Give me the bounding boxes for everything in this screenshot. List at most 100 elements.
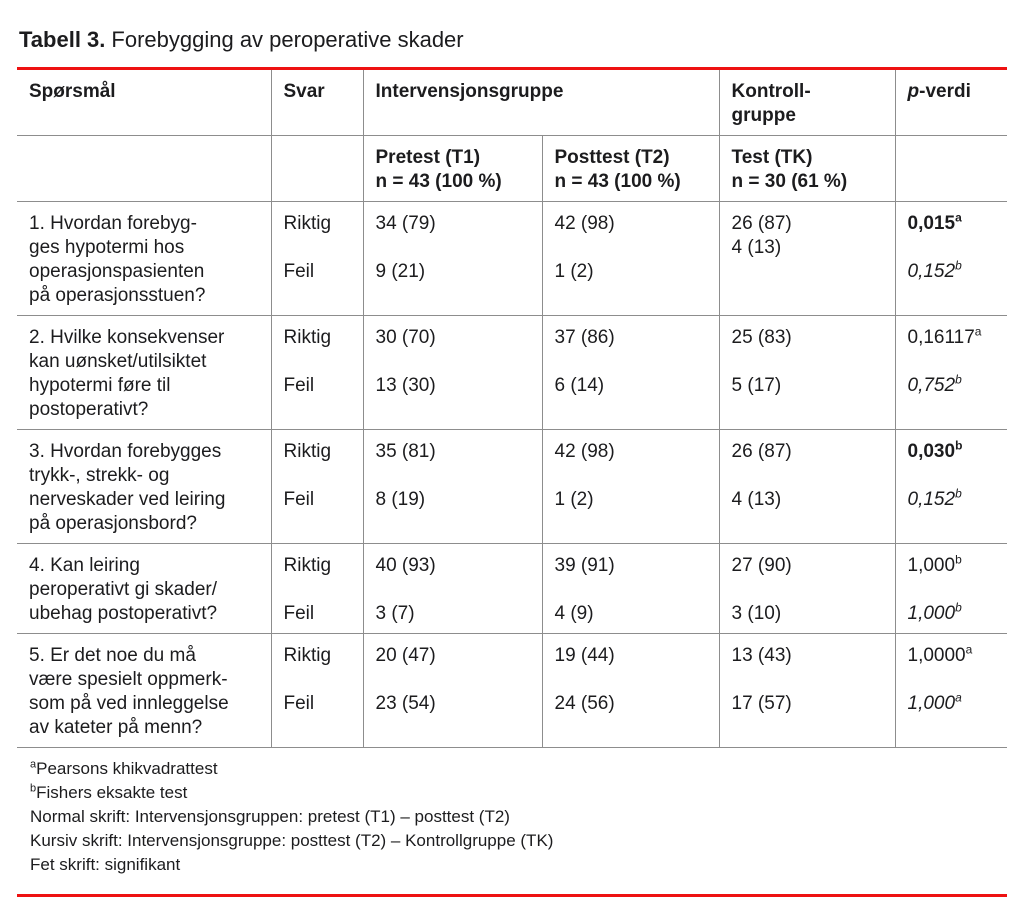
answer-cell: Riktig Feil bbox=[270, 633, 363, 748]
answer-cell: Riktig Feil bbox=[270, 429, 363, 544]
header-row-groups: Spørsmål Svar Intervensjonsgruppe Kontro… bbox=[17, 70, 1008, 136]
control-cell: 13 (43) 17 (57) bbox=[718, 633, 896, 748]
table-title: Tabell 3. Forebygging av peroperative ska… bbox=[19, 26, 1007, 54]
cell-value: Riktig bbox=[283, 645, 332, 666]
footnote: Fet skrift: signifikant bbox=[30, 855, 181, 874]
cell-value: 4 (13) bbox=[731, 237, 782, 258]
question-cell: 5. Er det noe du må være spesielt oppmer… bbox=[17, 633, 271, 748]
col-header-posttest: Posttest (T2) n = 43 (100 %) bbox=[541, 135, 720, 202]
col-header-sporsmal: Spørsmål bbox=[29, 81, 116, 102]
p-value-superscript: b bbox=[955, 486, 962, 501]
col-header-intervensjonsgruppe: Intervensjonsgruppe bbox=[362, 70, 720, 136]
cell-value: 27 (90) bbox=[731, 555, 792, 576]
footnote-superscript: a bbox=[30, 758, 37, 771]
cell-value: 42 (98) bbox=[554, 441, 615, 462]
posttest-cell: 37 (86) 6 (14) bbox=[541, 315, 720, 430]
p-value: 0,16117a bbox=[907, 324, 982, 348]
control-cell: 26 (87) 4 (13) bbox=[718, 429, 896, 544]
p-value-cell: 0,16117a 0,752b bbox=[894, 315, 1008, 430]
cell-value: 34 (79) bbox=[375, 213, 436, 234]
empty-header-cell bbox=[270, 135, 363, 202]
question-cell: 2. Hvilke konsekvenser kan uønsket/utils… bbox=[17, 315, 271, 430]
cell-value: Riktig bbox=[283, 213, 332, 234]
cell-value: 3 (10) bbox=[731, 603, 782, 624]
table-body: 1. Hvordan forebyg- ges hypotermi hos op… bbox=[17, 201, 1008, 748]
cell-value: 23 (54) bbox=[375, 693, 436, 714]
control-cell: 26 (87) 4 (13) bbox=[718, 201, 896, 316]
p-value: 0,030b bbox=[907, 438, 963, 462]
cell-value: 25 (83) bbox=[731, 327, 792, 348]
cell-value: 42 (98) bbox=[554, 213, 615, 234]
p-value-cell: 0,030b 0,152b bbox=[894, 429, 1008, 544]
footnote: Normal skrift: Intervensjonsgruppen: pre… bbox=[30, 807, 510, 826]
answer-cell: Riktig Feil bbox=[270, 201, 363, 316]
cell-value: 17 (57) bbox=[731, 693, 792, 714]
question-cell: 1. Hvordan forebyg- ges hypotermi hos op… bbox=[17, 201, 271, 316]
col-header-pretest: Pretest (T1) n = 43 (100 %) bbox=[362, 135, 542, 202]
p-value-superscript: a bbox=[955, 210, 962, 225]
table-number: Tabell 3. bbox=[19, 27, 106, 52]
posttest-cell: 19 (44) 24 (56) bbox=[541, 633, 720, 748]
question-cell: 4. Kan leiring peroperativt gi skader/ u… bbox=[17, 543, 271, 634]
col-header-svar: Svar bbox=[270, 70, 363, 136]
table-row: 2. Hvilke konsekvenser kan uønsket/utils… bbox=[17, 315, 1008, 430]
control-cell: 25 (83) 5 (17) bbox=[718, 315, 896, 430]
top-red-rule bbox=[17, 67, 1007, 70]
posttest-cell: 42 (98) 1 (2) bbox=[541, 429, 720, 544]
cell-value: 39 (91) bbox=[554, 555, 615, 576]
p-italic: p bbox=[907, 81, 920, 102]
question-cell: 3. Hvordan forebygges trykk-, strekk- og… bbox=[17, 429, 271, 544]
cell-value: 35 (81) bbox=[375, 441, 436, 462]
p-value: 0,752b bbox=[907, 372, 962, 396]
pretest-cell: 35 (81) 8 (19) bbox=[362, 429, 542, 544]
footnote-superscript: b bbox=[30, 782, 37, 795]
p-value-superscript: b bbox=[955, 438, 963, 453]
p-value: 0,152b bbox=[907, 486, 962, 510]
cell-value: Feil bbox=[283, 375, 315, 396]
cell-value: 1 (2) bbox=[554, 261, 594, 282]
pretest-cell: 40 (93) 3 (7) bbox=[362, 543, 542, 634]
cell-value: Riktig bbox=[283, 327, 332, 348]
table-row: 4. Kan leiring peroperativt gi skader/ u… bbox=[17, 543, 1008, 634]
p-value: 1,000b bbox=[907, 600, 962, 624]
bottom-red-rule bbox=[17, 894, 1007, 897]
table-caption: Forebygging av peroperative skader bbox=[111, 27, 464, 52]
answer-cell: Riktig Feil bbox=[270, 543, 363, 634]
pretest-cell: 30 (70) 13 (30) bbox=[362, 315, 542, 430]
cell-value: 24 (56) bbox=[554, 693, 615, 714]
footnotes: aPearsons khikvadrattest bFishers eksakte… bbox=[30, 757, 1007, 877]
cell-value: 4 (13) bbox=[731, 489, 782, 510]
p-value: 1,000b bbox=[907, 552, 962, 576]
cell-value: 13 (30) bbox=[375, 375, 436, 396]
cell-value: Riktig bbox=[283, 555, 332, 576]
cell-value: Riktig bbox=[283, 441, 332, 462]
p-value-superscript: a bbox=[955, 690, 962, 705]
col-header-kontrollgruppe: Kontroll- gruppe bbox=[718, 70, 896, 136]
p-value-superscript: a bbox=[965, 642, 973, 657]
p-value-cell: 1,000b 1,000b bbox=[894, 543, 1008, 634]
control-cell: 27 (90) 3 (10) bbox=[718, 543, 896, 634]
empty-header-cell bbox=[17, 135, 271, 202]
cell-value: 26 (87) bbox=[731, 441, 792, 462]
cell-value: 9 (21) bbox=[375, 261, 426, 282]
p-value: 0,152b bbox=[907, 258, 962, 282]
footnote: aPearsons khikvadrattest bbox=[30, 758, 218, 778]
table-head: Spørsmål Svar Intervensjonsgruppe Kontro… bbox=[17, 70, 1008, 202]
cell-value: Feil bbox=[283, 603, 315, 624]
p-verdi-rest: -verdi bbox=[919, 81, 971, 102]
answer-cell: Riktig Feil bbox=[270, 315, 363, 430]
p-value-superscript: b bbox=[955, 372, 962, 387]
posttest-cell: 42 (98) 1 (2) bbox=[541, 201, 720, 316]
cell-value: 19 (44) bbox=[554, 645, 615, 666]
p-value-superscript: b bbox=[955, 600, 962, 615]
p-value-superscript: a bbox=[974, 324, 982, 339]
data-table: Spørsmål Svar Intervensjonsgruppe Kontro… bbox=[17, 70, 1008, 748]
cell-value: Feil bbox=[283, 261, 315, 282]
table-row: 5. Er det noe du må være spesielt oppmer… bbox=[17, 633, 1008, 748]
cell-value: Feil bbox=[283, 693, 315, 714]
cell-value: 30 (70) bbox=[375, 327, 436, 348]
p-value-superscript: b bbox=[955, 258, 962, 273]
header-row-subgroups: Pretest (T1) n = 43 (100 %) Posttest (T2… bbox=[17, 135, 1008, 202]
cell-value: 40 (93) bbox=[375, 555, 436, 576]
